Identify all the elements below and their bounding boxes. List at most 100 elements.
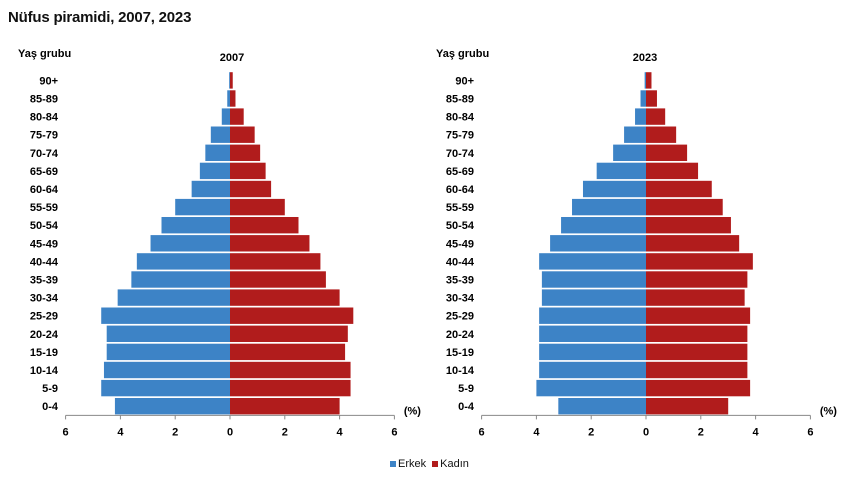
bar-female <box>230 162 266 180</box>
bar-male <box>539 253 646 270</box>
age-group-label: 5-9 <box>458 383 474 395</box>
age-group-label: 90+ <box>455 75 474 87</box>
age-group-label: 65-69 <box>30 166 58 178</box>
age-group-label: 75-79 <box>446 130 474 142</box>
bar-male <box>101 307 230 324</box>
bar-female <box>646 271 748 288</box>
bar-female <box>230 144 261 161</box>
bar-male <box>539 325 646 342</box>
x-tick-label: 4 <box>753 426 760 438</box>
bar-male <box>539 307 646 324</box>
bar-male <box>136 253 230 270</box>
bar-male <box>539 343 646 361</box>
age-group-label: 0-4 <box>42 401 59 413</box>
bar-female <box>646 90 657 107</box>
bar-female <box>646 379 751 397</box>
x-tick-label: 6 <box>479 426 485 438</box>
bar-male <box>561 217 646 234</box>
age-group-label: 5-9 <box>42 383 58 395</box>
bar-female <box>646 325 748 342</box>
x-axis-unit: (%) <box>820 405 837 417</box>
legend-swatch-female <box>432 461 439 467</box>
x-tick-label: 0 <box>227 426 233 438</box>
x-tick-label: 6 <box>807 426 813 438</box>
bar-male <box>150 235 230 252</box>
x-tick-label: 2 <box>698 426 704 438</box>
bar-male <box>221 108 230 125</box>
bar-female <box>646 126 677 143</box>
x-tick-label: 6 <box>63 426 69 438</box>
x-tick-label: 0 <box>643 426 649 438</box>
legend: Erkek Kadın <box>390 458 469 470</box>
bar-male <box>539 361 646 379</box>
bar-female <box>230 379 351 397</box>
bar-female <box>230 361 351 379</box>
bar-female <box>230 126 255 143</box>
bar-female <box>646 289 745 306</box>
bar-male <box>624 126 646 143</box>
bar-female <box>230 235 310 252</box>
bar-male <box>114 398 230 415</box>
age-group-label: 15-19 <box>30 347 58 359</box>
age-group-label: 25-29 <box>30 311 58 323</box>
age-group-label: 55-59 <box>446 202 474 214</box>
y-axis-title: Yaş grubu <box>436 48 489 60</box>
bar-male <box>131 271 230 288</box>
bar-male <box>582 180 646 198</box>
bar-male <box>613 144 646 161</box>
age-group-label: 40-44 <box>446 256 475 268</box>
age-group-label: 40-44 <box>30 256 59 268</box>
bar-male <box>199 162 230 180</box>
bar-male <box>550 235 646 252</box>
bar-male <box>227 90 230 107</box>
bar-female <box>646 253 753 270</box>
bar-female <box>230 325 348 342</box>
page-title: Nüfus piramidi, 2007, 2023 <box>8 9 192 26</box>
age-group-label: 60-64 <box>446 184 475 196</box>
age-group-label: 45-49 <box>446 238 474 250</box>
bar-male <box>635 108 646 125</box>
age-group-label: 35-39 <box>446 275 474 287</box>
x-tick-label: 4 <box>117 426 124 438</box>
age-group-label: 0-4 <box>458 401 475 413</box>
legend-swatch-male <box>390 461 396 467</box>
bar-male <box>191 180 230 198</box>
bar-female <box>230 398 340 415</box>
x-tick-label: 2 <box>172 426 178 438</box>
x-tick-label: 2 <box>282 426 288 438</box>
bar-male <box>541 289 646 306</box>
bar-female <box>646 343 748 361</box>
bar-female <box>646 180 712 198</box>
bar-male <box>210 126 230 143</box>
bar-male <box>558 398 646 415</box>
legend-label-male: Erkek <box>398 458 427 470</box>
bar-female <box>646 144 688 161</box>
bar-female <box>646 162 699 180</box>
x-tick-label: 6 <box>391 426 397 438</box>
bar-female <box>230 271 326 288</box>
bar-male <box>205 144 230 161</box>
age-group-label: 65-69 <box>446 166 474 178</box>
age-group-label: 90+ <box>39 75 58 87</box>
legend-item-female: Kadın <box>432 458 469 470</box>
bar-female <box>646 72 652 89</box>
age-group-label: 50-54 <box>30 220 59 232</box>
age-group-label: 80-84 <box>30 112 59 124</box>
age-group-label: 80-84 <box>446 112 475 124</box>
age-group-label: 60-64 <box>30 184 59 196</box>
age-group-label: 10-14 <box>30 365 59 377</box>
bar-male <box>541 271 646 288</box>
age-group-label: 25-29 <box>446 311 474 323</box>
bar-female <box>230 289 340 306</box>
legend-label-female: Kadın <box>440 458 469 470</box>
bar-male <box>229 72 230 89</box>
bar-male <box>103 361 230 379</box>
panel-title: 2023 <box>633 52 657 64</box>
age-group-label: 15-19 <box>446 347 474 359</box>
bar-female <box>230 253 321 270</box>
age-group-label: 10-14 <box>446 365 475 377</box>
age-group-label: 70-74 <box>30 148 59 160</box>
panel-title: 2007 <box>220 52 244 64</box>
y-axis-title: Yaş grubu <box>18 48 71 60</box>
